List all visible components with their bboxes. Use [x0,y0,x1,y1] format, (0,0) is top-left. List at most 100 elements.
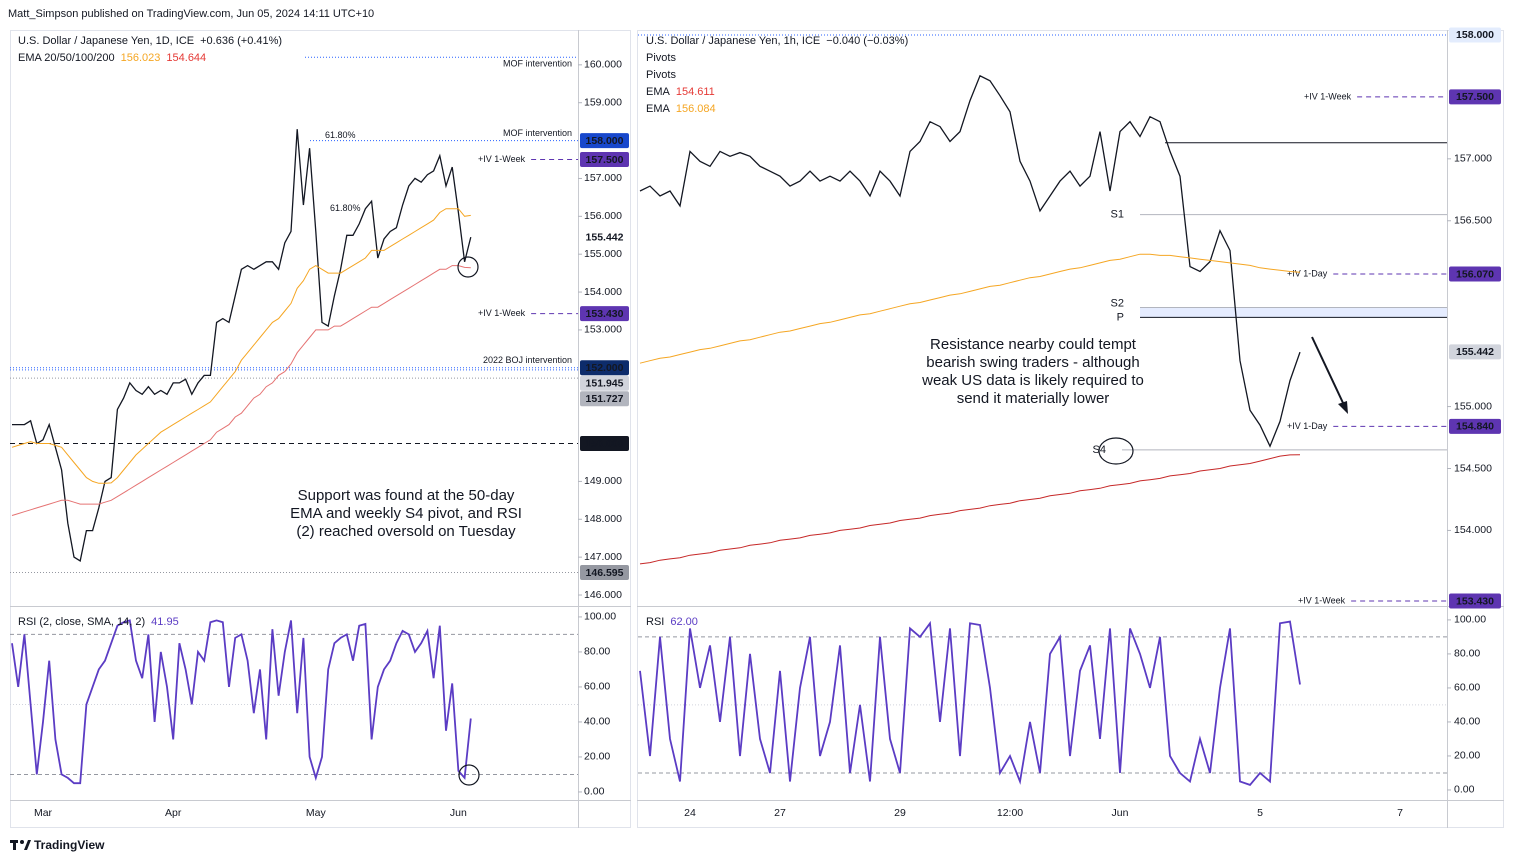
arrow-shaft [1311,336,1345,406]
price-tag-label: 157.500 [1456,91,1494,103]
highlight-circle [458,764,480,786]
x-tick-label: 7 [1397,807,1403,819]
rsi-y-tick-label: 100.00 [1454,614,1486,626]
level-label: S2 [1111,297,1124,309]
price-tag-label: 152.000 [586,362,624,374]
price-tag-label: 158.000 [1456,29,1494,41]
price-tag [1449,344,1501,360]
y-tick-label: 153.000 [584,324,622,336]
chart-layer: 160.000 159.000 157.000 156.000 155.000 154.0… [10,27,1501,819]
legend-label: Pivots [646,52,676,64]
level-label: +IV 1-Week [478,154,526,164]
rsi-y-tick-label: 60.00 [584,681,610,693]
y-tick-label: 147.000 [584,551,622,563]
rsi-y-tick-label: 100.00 [584,611,616,623]
price-change: +0.636 (+0.41%) [200,35,282,47]
price-tag-label: 153.430 [1456,595,1494,607]
rsi-y-tick-label: 80.00 [584,646,610,658]
price-tag-label: 155.442 [1456,346,1494,358]
rsi-line [11,619,472,785]
rsi-y-tick-label: 20.00 [584,751,610,763]
rsi-y-tick-label: 0.00 [584,786,605,798]
level-label: +IV 1-Week [478,308,526,318]
rsi-title: RSI [646,616,664,628]
ema-line [639,253,1301,364]
y-tick-label: 156.500 [1454,215,1492,227]
price-tag-label: 151.727 [586,393,624,405]
symbol-title: U.S. Dollar / Japanese Yen, 1D, ICE [18,35,194,47]
x-tick-label: 27 [774,807,786,819]
x-tick-label: 29 [894,807,906,819]
price-change: −0.040 (−0.03%) [826,35,908,47]
logo-part [13,840,16,850]
ema-line [639,454,1301,565]
x-tick-label: Jun [1112,807,1129,819]
logo-part [20,840,24,844]
y-tick-label: 155.000 [1454,400,1492,412]
price-tag-label: 157.500 [586,154,624,166]
legend-row: EMA 154.611 [646,86,715,98]
y-tick-label: 154.500 [1454,462,1492,474]
rsi-y-tick-label: 0.00 [1454,784,1475,796]
y-tick-label: 155.000 [584,248,622,260]
ema-line [11,208,471,484]
level-label: MOF intervention [503,128,572,138]
logo-part [24,840,31,850]
price-tag [1449,27,1501,43]
annotation-text: Resistance nearby could tempt [930,336,1137,353]
y-tick-label: 154.000 [584,286,622,298]
symbol-title: U.S. Dollar / Japanese Yen, 1h, ICE [646,35,820,47]
legend-readout: 156.084 [676,103,716,115]
right-pane-frame [637,30,1504,828]
pivot-zone [1140,307,1447,318]
legend-readout: 154.644 [166,52,206,64]
rsi-readout: 62.00 [670,616,698,628]
legend-readout: 154.611 [676,86,715,98]
legend-label: Pivots [646,69,676,81]
legend-readout: 156.023 [121,52,161,64]
price-tag [580,375,629,391]
legend-row: Pivots [646,52,676,64]
highlight-circle [457,256,479,278]
rsi-y-tick-label: 40.00 [584,716,610,728]
annotation-text: EMA and weekly S4 pivot, and RSI [290,505,522,522]
y-tick-label: 148.000 [584,513,622,525]
level-label: S1 [1111,208,1124,220]
level-label: MOF intervention [503,59,572,69]
price-tag [580,229,629,245]
price-line [12,129,472,562]
y-tick-label: 146.000 [584,589,622,601]
rsi-y-tick-label: 40.00 [1454,716,1480,728]
y-tick-label: 160.000 [584,59,622,71]
level-label: 61.80% [330,203,361,213]
publisher-line: Matt_Simpson published on TradingView.co… [8,8,374,20]
rsi-title: RSI (2, close, SMA, 14, 2) [18,616,145,628]
legend-label: EMA [646,86,671,98]
x-tick-label: 5 [1257,807,1263,819]
price-tag [580,391,629,407]
x-tick-label: 24 [684,807,696,819]
chart-legend-title: U.S. Dollar / Japanese Yen, 1h, ICE −0.04… [646,35,908,47]
rsi-line [639,620,1301,786]
price-tag-label: 150.000 [586,438,624,450]
price-tag-label: 153.430 [586,308,624,320]
y-tick-label: 157.000 [1454,153,1492,165]
price-tag [1449,266,1501,282]
legend-label: EMA 20/50/100/200 [18,52,115,64]
price-tag [580,436,629,452]
annotation-text: bearish swing traders - although [926,354,1139,371]
price-tag-label: 154.840 [1456,421,1494,433]
ema-line [11,265,471,516]
x-tick-label: 12:00 [997,807,1023,819]
annotation-text: weak US data is likely required to [921,372,1144,389]
level-label: +IV 1-Week [1298,595,1346,605]
price-tag-label: 156.070 [1456,268,1494,280]
y-tick-label: 156.000 [584,210,622,222]
annotation-text: send it materially lower [957,390,1110,407]
x-tick-label: Mar [34,807,53,819]
price-tag [580,306,629,322]
left-pane-frame [10,30,631,828]
y-tick-label: 149.000 [584,475,622,487]
